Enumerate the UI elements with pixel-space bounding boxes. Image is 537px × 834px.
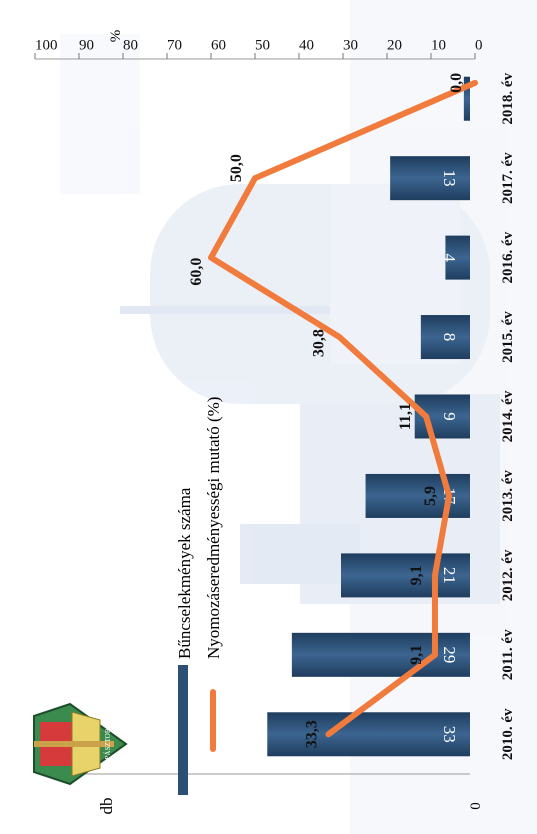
right-tick-label-8: 80 [123, 37, 138, 53]
legend-line-label: Nyomozáseredményességi mutató (%) [204, 397, 223, 659]
right-tick-label-1: 10 [431, 37, 446, 53]
bar-7 [390, 156, 470, 201]
line-value-label-0: 33,3 [303, 720, 320, 748]
right-tick-label-10: 100 [35, 37, 58, 53]
x-tick-label-8: 2018. év [500, 72, 516, 124]
right-tick-label-0: 0 [475, 37, 483, 53]
bar-0 [267, 712, 470, 757]
line-value-label-8: 0,0 [448, 73, 465, 93]
x-tick-label-2: 2012. év [500, 549, 516, 601]
line-value-label-4: 11,1 [397, 403, 414, 430]
x-tick-label-0: 2010. év [500, 708, 516, 760]
x-tick-label-3: 2013. év [500, 470, 516, 522]
line-value-label-7: 50,0 [228, 154, 245, 182]
police-emblem-icon: PÁSZTOR [33, 702, 128, 786]
line-value-label-1: 9,1 [408, 645, 425, 665]
logo-text: PÁSZTOR [104, 728, 112, 759]
bar-value-label-5: 8 [440, 333, 459, 342]
bar-value-label-6: 4 [440, 253, 459, 262]
bar-value-label-2: 21 [440, 567, 459, 584]
right-tick-label-5: 50 [255, 37, 270, 53]
x-tick-label-6: 2016. év [500, 231, 516, 283]
right-tick-label-4: 40 [299, 37, 314, 53]
bar-value-label-1: 29 [440, 646, 459, 663]
x-tick-label-1: 2011. év [500, 629, 516, 680]
x-tick-label-5: 2015. év [500, 311, 516, 363]
line-value-label-2: 9,1 [408, 565, 425, 585]
bar-value-label-7: 13 [440, 170, 459, 187]
line-value-label-5: 30,8 [310, 329, 327, 357]
right-tick-label-6: 60 [211, 37, 226, 53]
right-tick-label-7: 70 [167, 37, 182, 53]
x-tick-label-7: 2017. év [500, 152, 516, 204]
bar-value-label-4: 9 [440, 412, 459, 421]
bar-1 [291, 632, 470, 677]
right-tick-label-9: 90 [79, 37, 94, 53]
left-axis-zero-tick: 0 [468, 802, 484, 810]
legend-bar-label: Bűncselekmények száma [175, 487, 194, 659]
bar-value-label-0: 33 [440, 726, 459, 743]
right-tick-label-2: 20 [387, 37, 402, 53]
left-axis-label: db [97, 798, 116, 815]
right-axis-label: % [108, 30, 124, 43]
x-tick-label-4: 2014. év [500, 390, 516, 442]
bar-6 [445, 235, 470, 280]
bar-5 [420, 315, 471, 360]
line-value-label-3: 5,9 [422, 486, 439, 506]
right-tick-label-3: 30 [343, 37, 358, 53]
line-value-label-6: 60,0 [188, 258, 205, 286]
legend: Bűncselekmények száma Nyomozáseredményes… [175, 397, 223, 795]
line-series [208, 79, 478, 738]
legend-bar-swatch [178, 665, 188, 795]
